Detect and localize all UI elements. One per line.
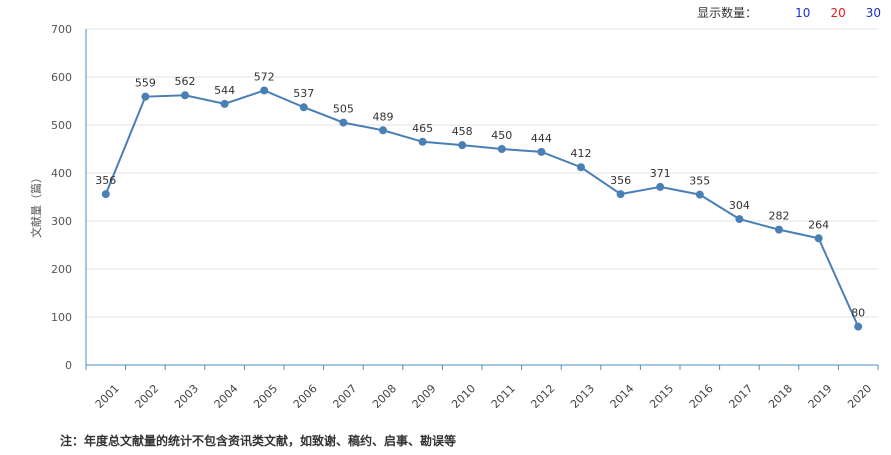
data-label: 559 (135, 77, 156, 90)
data-label: 356 (95, 174, 116, 187)
data-label: 80 (851, 307, 865, 320)
data-point[interactable] (616, 190, 625, 199)
data-point[interactable] (339, 118, 348, 127)
data-point[interactable] (181, 91, 189, 100)
data-label: 458 (452, 125, 473, 138)
data-label: 282 (769, 210, 790, 223)
data-label: 356 (610, 174, 631, 187)
x-tick-label: 2005 (251, 382, 280, 411)
data-label: 304 (729, 199, 750, 212)
display-count-option-10[interactable]: 10 (795, 5, 811, 20)
data-point[interactable] (299, 103, 308, 112)
data-label: 264 (808, 218, 829, 231)
y-tick-label: 0 (65, 359, 72, 372)
data-label: 412 (571, 147, 592, 160)
data-point[interactable] (497, 145, 506, 153)
x-tick-label: 2012 (528, 382, 557, 411)
data-point[interactable] (220, 99, 229, 108)
x-tick-label: 2015 (647, 382, 676, 411)
x-tick-label: 2020 (845, 382, 874, 411)
x-tick-label: 2016 (687, 382, 716, 411)
data-label: 572 (254, 70, 275, 83)
data-point[interactable] (458, 141, 467, 150)
x-tick-label: 2001 (93, 382, 122, 411)
y-tick-label: 700 (51, 23, 72, 36)
display-count-label: 显示数量： (697, 6, 758, 20)
data-label: 562 (175, 75, 196, 88)
data-point[interactable] (735, 215, 744, 224)
x-tick-label: 2004 (212, 382, 241, 411)
y-tick-label: 100 (51, 311, 72, 324)
y-tick-label: 600 (51, 71, 72, 84)
data-point[interactable] (695, 190, 704, 199)
x-tick-label: 2006 (291, 382, 320, 411)
series-line (104, 89, 860, 328)
display-count-option-30[interactable]: 30 (865, 5, 881, 20)
data-point[interactable] (260, 86, 269, 95)
data-point[interactable] (814, 234, 823, 243)
data-point[interactable] (577, 163, 585, 172)
x-tick-label: 2018 (766, 382, 795, 411)
data-label: 544 (214, 84, 235, 97)
x-tick-label: 2011 (489, 382, 518, 411)
x-tick-label: 2010 (449, 382, 478, 411)
data-point[interactable] (656, 182, 665, 191)
y-tick-label: 500 (51, 119, 72, 132)
y-tick-label: 300 (51, 215, 72, 228)
x-tick-label: 2009 (410, 382, 439, 411)
y-tick-label: 400 (51, 167, 72, 180)
x-tick-label: 2008 (370, 382, 399, 411)
data-label: 505 (333, 103, 354, 116)
y-tick-label: 200 (51, 263, 72, 276)
display-count-option-20[interactable]: 20 (830, 5, 846, 20)
data-point[interactable] (141, 92, 150, 101)
x-tick-label: 2017 (726, 382, 755, 411)
data-label: 537 (293, 87, 314, 100)
data-point[interactable] (418, 137, 427, 146)
data-point[interactable] (537, 147, 546, 156)
x-tick-label: 2019 (806, 382, 835, 411)
data-point[interactable] (775, 225, 783, 234)
data-point[interactable] (379, 126, 387, 135)
data-label: 489 (373, 110, 394, 123)
data-point[interactable] (854, 322, 863, 331)
data-label: 444 (531, 132, 552, 145)
x-tick-label: 2003 (172, 382, 201, 411)
x-tick-label: 2013 (568, 382, 597, 411)
footnote: 注：年度总文献量的统计不包含资讯类文献，如致谢、稿约、启事、勘误等 (60, 434, 457, 448)
y-axis-label: 文献量（篇） (29, 172, 43, 238)
data-label: 355 (689, 175, 710, 188)
x-tick-label: 2002 (132, 382, 161, 411)
x-tick-label: 2014 (608, 382, 637, 411)
data-point[interactable] (101, 190, 110, 199)
data-label: 450 (491, 129, 512, 142)
data-label: 371 (650, 167, 671, 180)
data-label: 465 (412, 122, 433, 135)
line-chart: 0 100 200 300 400 500 600 700 2001 2002 2003 2004 20… (29, 23, 879, 411)
x-tick-label: 2007 (330, 382, 359, 411)
display-count-selector: 显示数量： 10 20 30 (697, 4, 881, 21)
